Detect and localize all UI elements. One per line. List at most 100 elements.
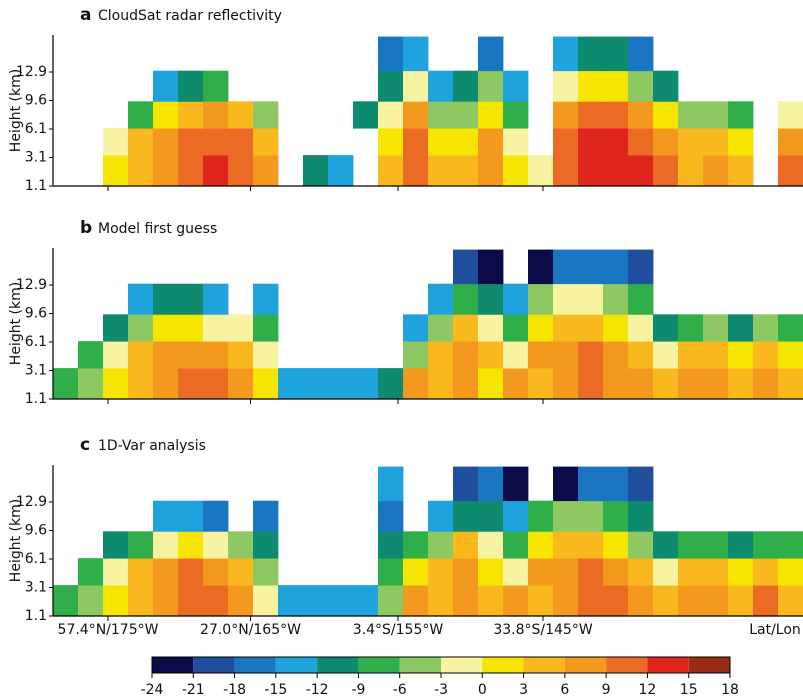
cell [653,368,679,400]
panel-title: CloudSat radar reflectivity [98,8,282,24]
colorbar-label: 18 [721,682,739,698]
cell [478,128,504,156]
cell [428,314,454,342]
cell [778,585,803,617]
colorbar-label: -9 [351,682,365,698]
colorbar-label: 15 [680,682,698,698]
cell [403,155,429,187]
cell [528,368,554,400]
cell [553,128,579,156]
cell [178,128,204,156]
x-tick-label: 27.0°N/165°W [200,622,301,638]
cell [178,500,204,532]
cell [678,155,704,187]
cell [603,36,629,72]
cell [553,466,579,502]
cell [553,155,579,187]
cell [503,531,529,559]
cell [603,531,629,559]
colorbar-swatch [688,657,730,673]
cell [503,283,529,315]
cell [478,283,504,315]
cell [378,585,404,617]
y-tick-label: 9.6 [25,93,47,109]
cell [628,368,654,400]
cell [603,155,629,187]
cell [478,531,504,559]
cell [728,585,754,617]
y-tick-label: 12.9 [16,494,47,510]
cell [278,368,304,400]
cell [453,466,479,502]
cell [678,558,704,586]
cell [578,249,604,285]
cell [628,466,654,502]
cell [178,368,204,400]
cell [378,155,404,187]
cell [253,283,279,315]
cell [778,314,803,342]
y-tick-label: 9.6 [25,523,47,539]
cell [453,155,479,187]
cell [653,341,679,369]
cell [578,466,604,502]
colorbar-label: -3 [434,682,448,698]
cell [153,341,179,369]
cell [778,558,803,586]
cell [353,585,379,617]
cell [178,101,204,129]
cell [628,314,654,342]
cell [228,155,254,187]
y-tick-label: 3.1 [25,363,47,379]
cell [178,155,204,187]
cell [578,155,604,187]
cell [53,585,79,617]
cell [178,314,204,342]
cell [578,101,604,129]
cell [203,558,229,586]
cell [478,155,504,187]
cell [653,585,679,617]
cell [728,128,754,156]
cell [153,155,179,187]
cell [453,128,479,156]
cell [203,128,229,156]
cell [503,314,529,342]
cell [653,128,679,156]
y-tick-label: 3.1 [25,150,47,166]
cell [478,466,504,502]
cell [203,531,229,559]
cell [153,128,179,156]
cell [628,70,654,102]
cell [628,36,654,72]
cell [53,368,79,400]
cell [153,500,179,532]
cell [178,283,204,315]
cell [478,585,504,617]
cell [453,531,479,559]
cell [728,314,754,342]
cell [753,368,779,400]
cell [403,531,429,559]
cell [103,531,129,559]
cell [728,558,754,586]
cell [528,283,554,315]
cell [328,368,354,400]
heatmap-cells [53,249,803,400]
cell [203,70,229,102]
cell [553,558,579,586]
cell [778,155,803,187]
cell [653,70,679,102]
cell [503,558,529,586]
y-tick-label: 3.1 [25,580,47,596]
cell [303,585,329,617]
cell [403,128,429,156]
cell [503,500,529,532]
y-tick-label: 12.9 [16,64,47,80]
y-tick-label: 1.1 [25,608,47,624]
cell [628,500,654,532]
cell [603,70,629,102]
y-tick-label: 6.1 [25,334,47,350]
cell [428,585,454,617]
cell [778,101,803,129]
